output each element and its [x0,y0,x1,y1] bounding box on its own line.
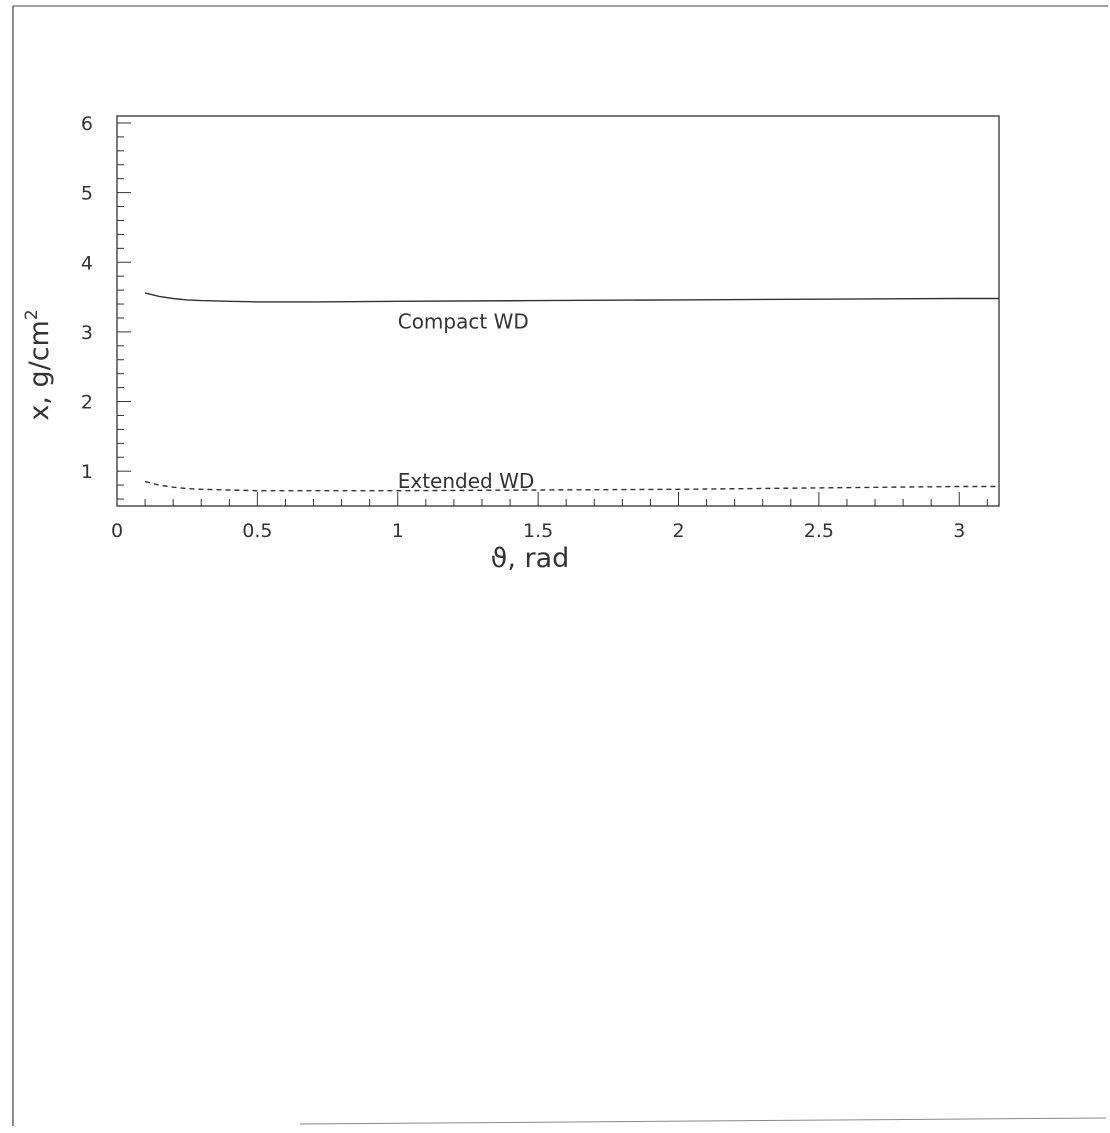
y-tick-label: 6 [81,113,93,135]
y-axis-title-main: x, g/cm [24,320,55,421]
page-border-bottom [299,1117,1107,1125]
x-tick-label: 0 [111,520,123,542]
y-axis-title: x, g/cm2 [22,309,55,420]
x-tick-label: 1 [392,520,404,542]
y-tick-label: 3 [81,322,93,344]
x-tick-label: 0.5 [242,520,272,542]
y-axis-title-superscript: 2 [22,309,42,320]
plot-frame [116,115,1000,507]
x-tick-label: 1.5 [523,520,553,542]
y-tick-label: 2 [81,392,93,414]
curve-label: Extended WD [398,469,535,493]
x-tick-label: 2.5 [804,520,834,542]
x-axis-title: ϑ, rad [491,543,570,574]
y-tick-label: 1 [81,461,93,483]
x-tick-label: 2 [672,520,684,542]
plot-area: 1 2 3 4 5 6 0 0.5 1 1.5 2 2.5 3 Compact WD Extended WD [81,113,1000,542]
series-line-compact-wd [144,292,999,303]
series-line-extended-wd [144,480,999,492]
curve-label: Compact WD [398,309,529,333]
y-tick-label: 4 [81,252,93,274]
x-tick-label: 3 [953,520,965,542]
y-tick-label: 5 [81,183,93,205]
